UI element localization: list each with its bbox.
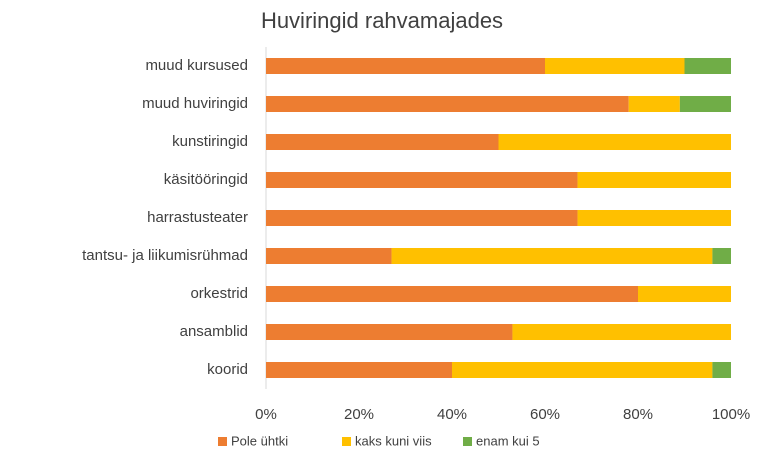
x-tick-label: 100%: [712, 406, 750, 423]
bar-segment: [266, 134, 499, 150]
bar-segment: [452, 362, 713, 378]
x-tick-label: 40%: [437, 406, 467, 423]
bar-segment: [266, 248, 392, 264]
bar-segment: [684, 58, 731, 74]
bar-segment: [266, 172, 578, 188]
y-tick-label: orkestrid: [190, 285, 248, 302]
bar-segment: [512, 324, 731, 340]
bar-segment: [712, 248, 731, 264]
legend-swatch: [463, 437, 472, 446]
bar-segment: [679, 96, 731, 112]
bar-segment: [577, 172, 731, 188]
x-tick-label: 80%: [623, 406, 653, 423]
bar-segment: [577, 210, 731, 226]
legend-label: kaks kuni viis: [355, 433, 432, 448]
bar-segment: [266, 96, 629, 112]
bar-segment: [628, 96, 680, 112]
y-tick-label: tantsu- ja liikumisrühmad: [82, 247, 248, 264]
legend-swatch: [342, 437, 351, 446]
bar-segment: [266, 210, 578, 226]
y-tick-label: harrastusteater: [147, 209, 248, 226]
bar-segment: [545, 58, 685, 74]
y-tick-label: kunstiringid: [172, 133, 248, 150]
legend-swatch: [218, 437, 227, 446]
bar-segment: [266, 324, 513, 340]
bar-segment: [266, 58, 545, 74]
y-tick-label: käsitööringid: [164, 171, 248, 188]
y-tick-label: muud kursused: [145, 57, 248, 74]
y-tick-label: ansamblid: [180, 323, 248, 340]
bar-segment: [712, 362, 731, 378]
x-tick-label: 20%: [344, 406, 374, 423]
bar-segment: [391, 248, 713, 264]
chart-title: Huviringid rahvamajades: [261, 8, 503, 33]
bar-segment: [638, 286, 731, 302]
bar-segment: [266, 286, 638, 302]
y-tick-label: koorid: [207, 361, 248, 378]
bar-segment: [498, 134, 731, 150]
legend-label: enam kui 5: [476, 433, 540, 448]
y-tick-label: muud huviringid: [142, 95, 248, 112]
bar-segment: [266, 362, 452, 378]
legend-label: Pole ühtki: [231, 433, 288, 448]
x-tick-label: 60%: [530, 406, 560, 423]
x-tick-label: 0%: [255, 406, 277, 423]
